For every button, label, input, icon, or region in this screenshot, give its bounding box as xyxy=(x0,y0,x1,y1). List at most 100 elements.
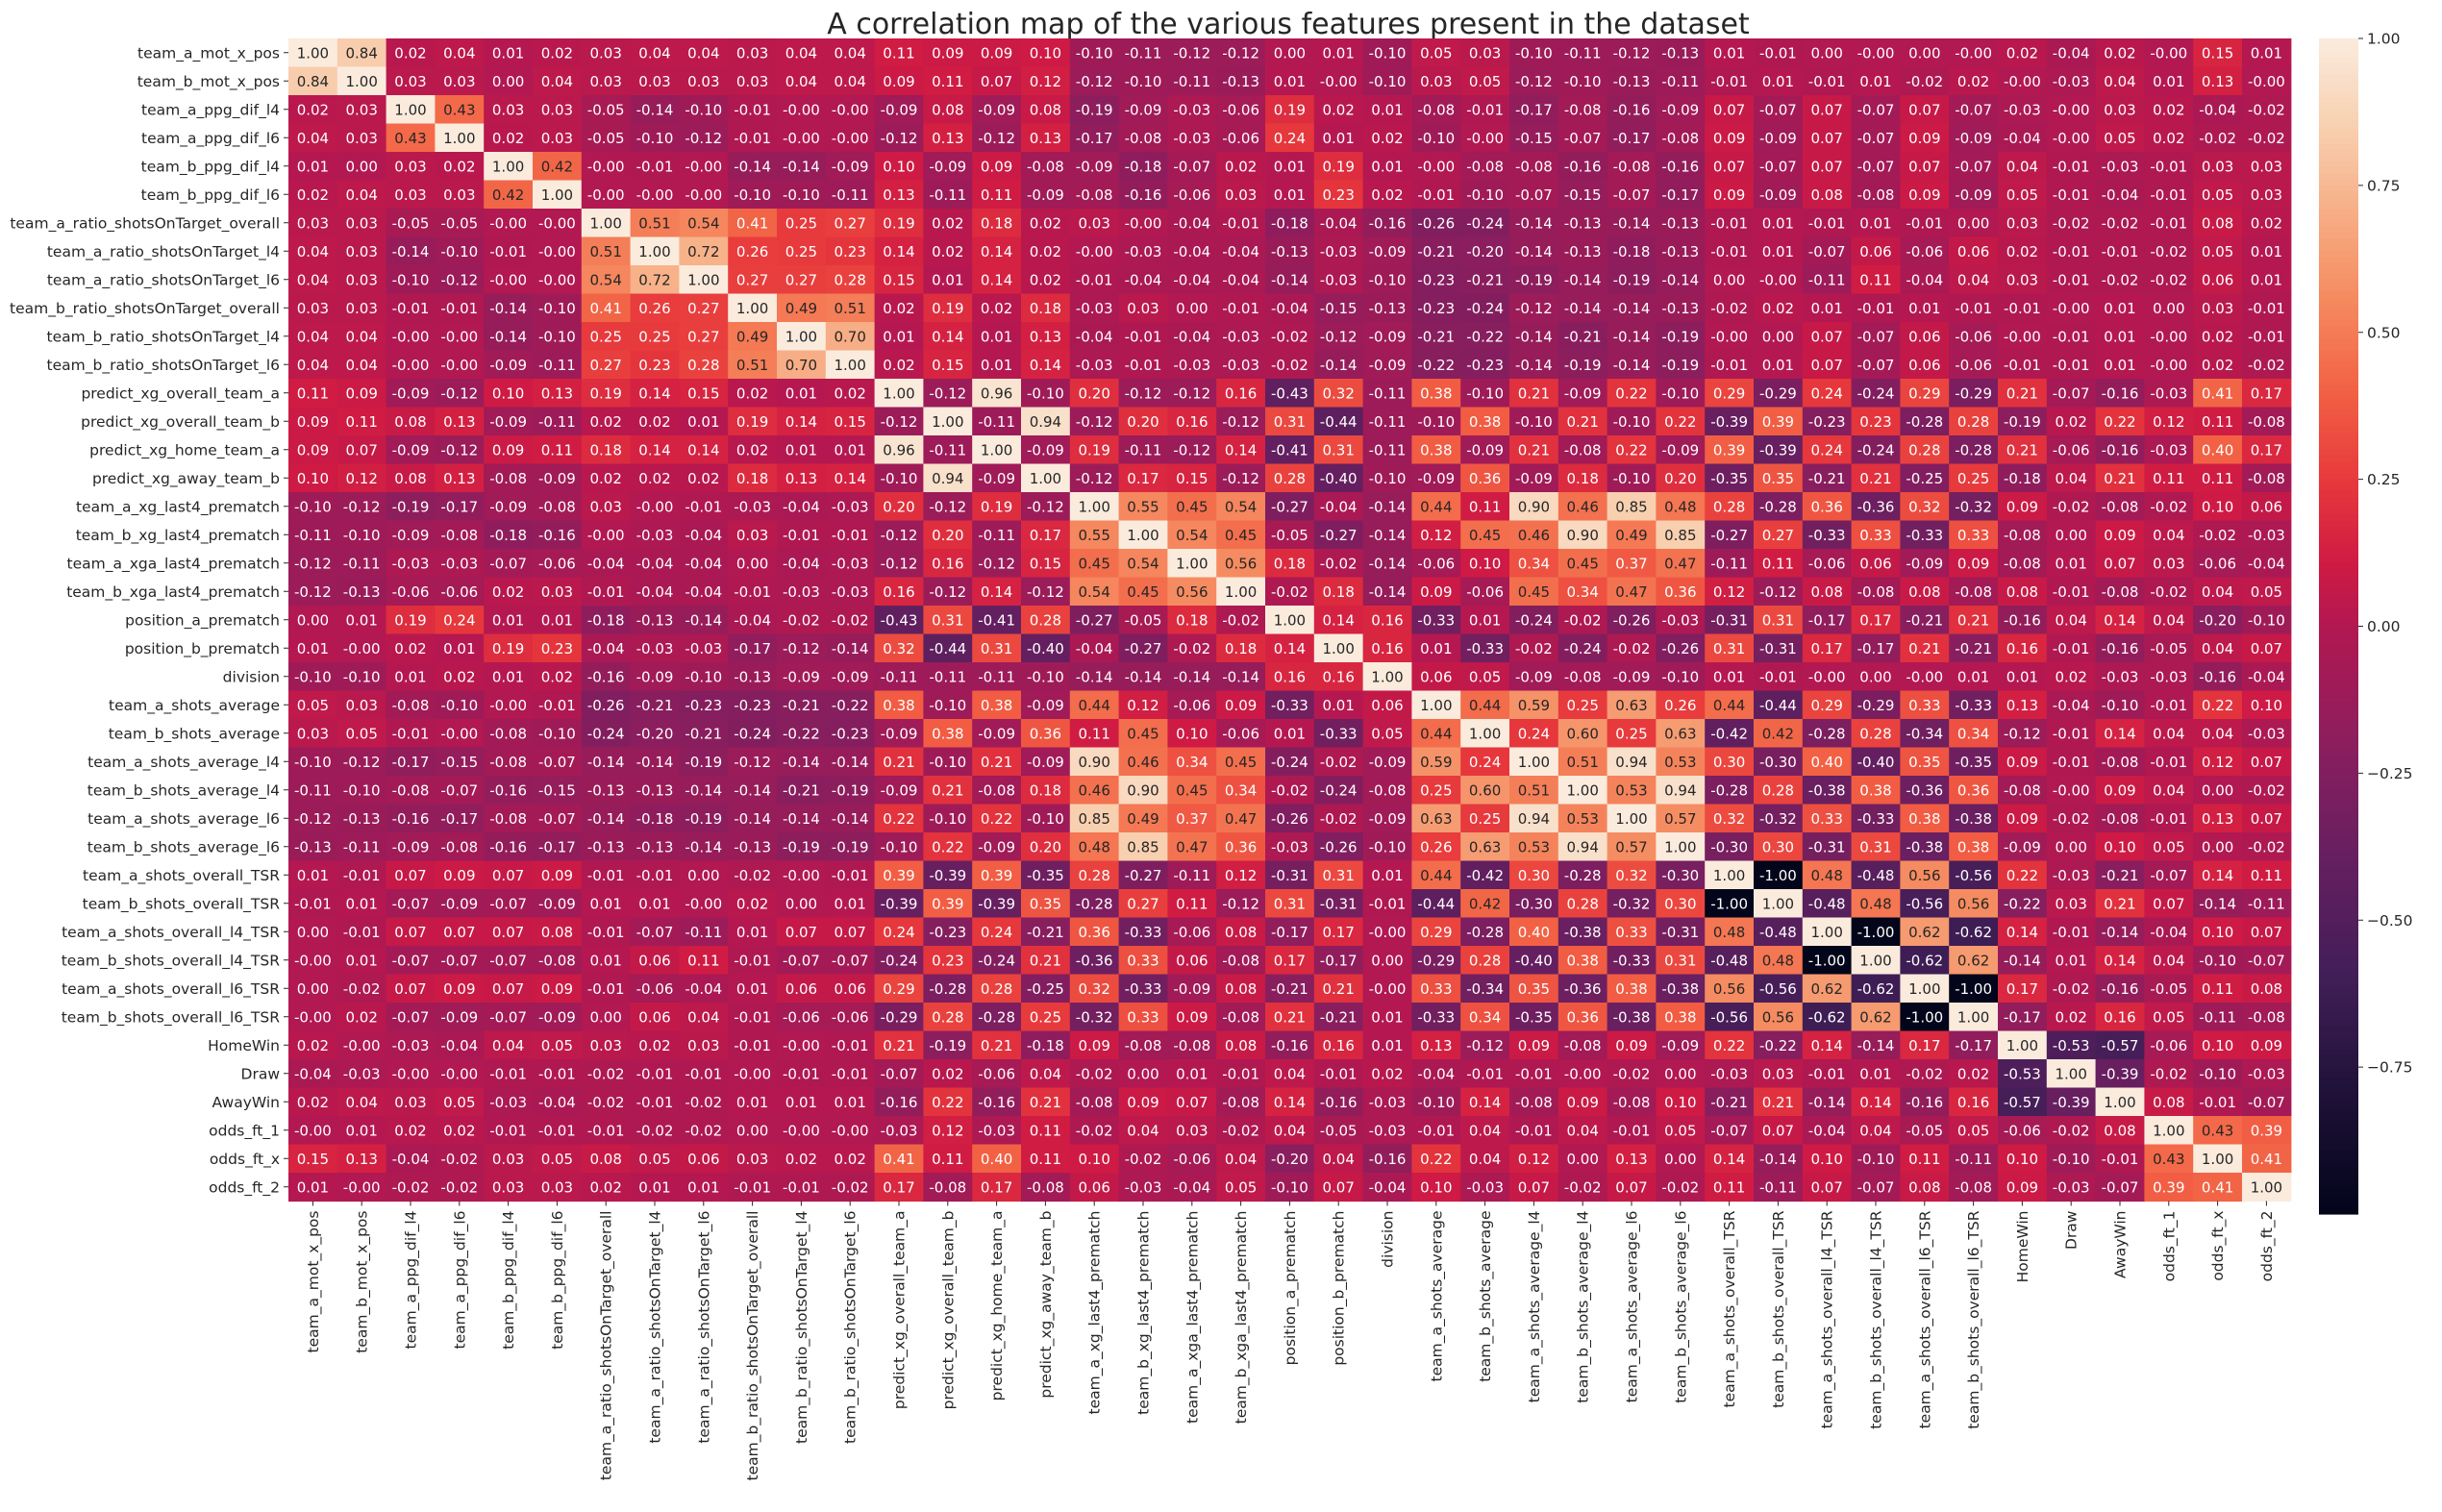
cell-value: -0.08 xyxy=(2102,498,2139,515)
cell-value: -0.07 xyxy=(489,1008,527,1026)
cell-value: 0.14 xyxy=(687,441,719,459)
cell-value: -0.33 xyxy=(1906,527,1943,544)
cell-value: -0.01 xyxy=(1466,1065,1504,1082)
cell-value: -0.01 xyxy=(636,1065,674,1082)
cell-value: -0.02 xyxy=(832,611,869,629)
cell-annotations: 1.00 0.84 0.02 0.04 0.01 0.02 0.03 0.04 0.04 0.03… xyxy=(294,44,2285,1196)
colorbar-segment xyxy=(2319,537,2358,545)
cell-value: 0.32 xyxy=(1908,498,1940,515)
cell-value: 0.54 xyxy=(1078,583,1109,601)
cell-value: 0.38 xyxy=(981,697,1012,714)
heatmap-cell xyxy=(1509,38,1559,68)
y-tick-label: team_a_mot_x_pos xyxy=(137,44,280,62)
cell-value: 0.01 xyxy=(687,413,719,431)
cell-value: -0.09 xyxy=(1417,470,1455,487)
cell-value: 0.27 xyxy=(589,357,621,374)
heatmap-cell xyxy=(1069,66,1120,96)
cell-value: 0.01 xyxy=(1859,73,1891,90)
cell-value: -0.04 xyxy=(1173,1178,1210,1196)
cell-value: -0.12 xyxy=(343,754,381,771)
cell-value: -0.00 xyxy=(1564,1065,1602,1082)
cell-value: -0.05 xyxy=(2150,640,2187,657)
cell-value: 0.20 xyxy=(932,527,963,544)
cell-value: -0.10 xyxy=(685,668,722,685)
cell-value: 0.04 xyxy=(297,328,329,345)
cell-value: -0.12 xyxy=(1515,300,1553,317)
x-tick-label: team_a_shots_overall_l4_TSR xyxy=(1819,1210,1837,1428)
heatmap-cell xyxy=(386,95,436,125)
colorbar-segment xyxy=(2319,1178,2358,1186)
cell-value: 0.27 xyxy=(785,271,817,288)
cell-value: -0.10 xyxy=(1661,668,1699,685)
cell-value: -0.01 xyxy=(489,1122,527,1139)
x-tick-label: team_b_shots_average_l4 xyxy=(1575,1211,1593,1403)
cell-value: 0.24 xyxy=(883,924,914,941)
cell-value: 0.01 xyxy=(932,271,963,288)
cell-value: -0.08 xyxy=(1857,583,1895,601)
cell-value: -0.01 xyxy=(1857,300,1895,317)
x-tick-label: position_a_prematch xyxy=(1282,1211,1300,1366)
cell-value: -0.11 xyxy=(538,357,576,374)
cell-value: 0.07 xyxy=(981,73,1012,90)
cell-value: 0.03 xyxy=(687,1037,719,1054)
cell-value: 0.21 xyxy=(1030,952,1061,969)
cell-value: 0.63 xyxy=(1615,697,1647,714)
cell-value: 0.09 xyxy=(2104,527,2135,544)
cell-value: 0.06 xyxy=(2251,498,2282,515)
cell-value: -0.24 xyxy=(1466,214,1504,232)
colorbar-segment xyxy=(2319,861,2358,868)
cell-value: 0.04 xyxy=(1566,1122,1598,1139)
cell-value: -0.00 xyxy=(440,328,478,345)
cell-value: -0.08 xyxy=(1613,158,1651,175)
cell-value: -0.19 xyxy=(1076,101,1113,118)
cell-value: -0.01 xyxy=(783,1065,820,1082)
cell-value: -0.06 xyxy=(1222,130,1259,147)
cell-value: 0.14 xyxy=(2104,725,2135,742)
colorbar-segment xyxy=(2319,1084,2358,1092)
colorbar-segment xyxy=(2319,756,2358,762)
cell-value: 0.09 xyxy=(2006,1178,2038,1196)
cell-value: 0.28 xyxy=(1566,895,1598,912)
cell-value: -0.00 xyxy=(832,101,869,118)
cell-value: -0.01 xyxy=(832,1065,869,1082)
cell-value: 0.01 xyxy=(1908,300,1940,317)
cell-value: -0.28 xyxy=(1076,895,1113,912)
cell-value: 0.09 xyxy=(1566,1094,1598,1111)
cell-value: 0.33 xyxy=(1957,527,1989,544)
cell-value: -0.01 xyxy=(1125,357,1162,374)
cell-value: 0.02 xyxy=(589,1178,621,1196)
cell-value: -0.01 xyxy=(2053,357,2090,374)
cell-value: -0.19 xyxy=(392,498,430,515)
cell-value: 0.32 xyxy=(1078,980,1109,998)
colorbar-segment xyxy=(2319,667,2358,675)
cell-value: -0.14 xyxy=(2102,924,2139,941)
cell-value: -0.42 xyxy=(1710,725,1748,742)
cell-value: -0.14 xyxy=(1857,1037,1895,1054)
cell-value: 0.12 xyxy=(1420,527,1452,544)
cell-value: -0.04 xyxy=(1173,271,1210,288)
heatmap-cell xyxy=(825,123,876,153)
cell-value: 0.38 xyxy=(1957,838,1989,855)
cell-value: 0.14 xyxy=(981,583,1012,601)
cell-value: -0.12 xyxy=(1173,441,1210,459)
cell-value: 0.09 xyxy=(932,44,963,62)
colorbar-segment xyxy=(2319,103,2358,110)
cell-value: -0.03 xyxy=(1173,130,1210,147)
cell-value: -0.08 xyxy=(1613,1094,1651,1111)
cell-value: 0.07 xyxy=(2153,895,2184,912)
cell-value: -0.19 xyxy=(832,781,869,799)
cell-value: 0.09 xyxy=(541,980,573,998)
cell-value: -0.08 xyxy=(1466,158,1504,175)
cell-value: 0.46 xyxy=(1518,527,1550,544)
colorbar: 1.000.750.500.250.00−0.25−0.50−0.75 xyxy=(2319,31,2413,1215)
cell-value: -0.13 xyxy=(343,583,381,601)
cell-value: 0.09 xyxy=(443,867,475,884)
y-tick-label: team_a_shots_overall_l4_TSR xyxy=(62,924,280,942)
cell-value: 0.06 xyxy=(638,1008,670,1026)
cell-value: 0.18 xyxy=(1176,611,1208,629)
cell-value: 1.00 xyxy=(1469,725,1501,742)
cell-value: 0.02 xyxy=(297,1037,329,1054)
colorbar-segment xyxy=(2319,337,2358,345)
cell-value: -0.24 xyxy=(1271,754,1308,771)
